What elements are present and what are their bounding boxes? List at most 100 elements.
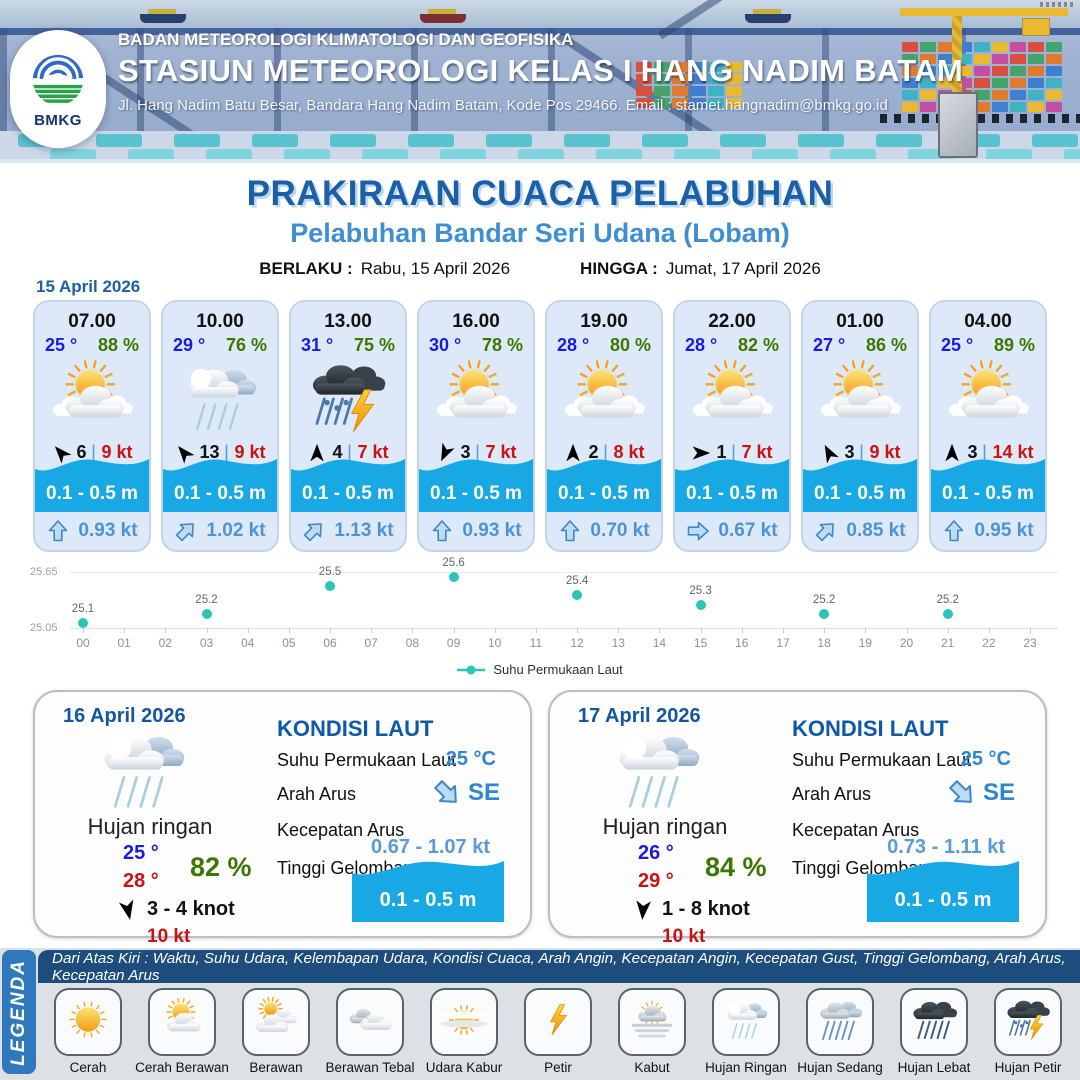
container-stack [902, 42, 918, 52]
legend-item: Petir [514, 988, 602, 1078]
y-tick-label: 25.65 [30, 566, 58, 578]
container-stack [1010, 102, 1026, 112]
legend-item-label: Kabut [634, 1060, 670, 1075]
x-tick-mark [288, 628, 290, 633]
container-stack [1028, 90, 1044, 100]
information-display [938, 92, 978, 158]
waiting-chair [96, 134, 142, 147]
current-speed: 0.95 kt [974, 520, 1034, 541]
weather-icon [35, 356, 149, 440]
bmkg-logo-icon [27, 49, 89, 111]
chart-point [572, 590, 583, 601]
wave-height-band: 0.1 - 0.5 m [803, 454, 917, 512]
weather-icon [87, 722, 197, 823]
chart-point [325, 581, 335, 591]
chart-plot-area: 25.65 25.05 00 01 02 03 04 05 06 07 08 09 10 11 12 13 14… [0, 556, 1080, 688]
wave-height-value: 0.1 - 0.5 m [430, 482, 522, 504]
container-stack [1028, 54, 1044, 64]
waiting-chair [564, 134, 610, 147]
sst-value: 25 °C [445, 748, 496, 770]
container-stack [902, 78, 918, 88]
dock-strip [880, 114, 1080, 123]
x-tick-mark [206, 628, 208, 633]
wind-speed: 6 [76, 442, 87, 462]
x-tick-label: 12 [570, 636, 584, 650]
port-name: Pelabuhan Bandar Seri Udana (Lobam) [290, 218, 790, 248]
port-illustration [0, 0, 1080, 163]
container-stack [1010, 54, 1026, 64]
temp-humidity-row: 28 ° 80 % [547, 333, 661, 356]
gust-speed: 8 kt [613, 442, 645, 462]
wind-speed: 13 [199, 442, 220, 462]
weather-icon [675, 356, 789, 440]
container-stack [1028, 102, 1044, 112]
x-tick-label: 02 [158, 636, 172, 650]
gust-speed: 7 kt [741, 442, 773, 462]
current-row: 0.70 kt [547, 512, 661, 550]
container-stack [992, 66, 1008, 76]
wave-height: 0.1 - 0.5 m [867, 879, 1019, 922]
chart-point-label: 25.1 [71, 603, 95, 616]
forecast-time: 19.00 [580, 311, 628, 332]
container-stack [690, 62, 706, 72]
container-stack [974, 102, 990, 112]
humidity-value: 75 % [353, 335, 395, 355]
x-tick-mark [700, 628, 702, 633]
x-tick-mark [371, 628, 373, 633]
wave-height: 0.1 - 0.5 m [352, 879, 504, 922]
container-stack [672, 62, 688, 72]
waiting-chair [128, 149, 174, 162]
chart-legend-label: Suhu Permukaan Laut [493, 662, 623, 677]
air-temperature: 29 ° [173, 335, 206, 355]
temp-humidity-row: 28 ° 82 % [675, 333, 789, 356]
wind-speed: 3 [844, 442, 855, 462]
wave-height: 0.1 - 0.5 m [803, 475, 917, 512]
temperature-max: 29 ° [638, 870, 674, 892]
x-tick-label: 23 [1023, 636, 1037, 650]
legend-item: Berawan [232, 988, 320, 1078]
wind-direction-icon [435, 442, 456, 463]
air-temperature: 30 ° [429, 335, 462, 355]
humidity-value: 82 % [190, 852, 252, 882]
wave-height-value: 0.1 - 0.5 m [302, 482, 394, 504]
container-stack [992, 102, 1008, 112]
current-row: 0.67 kt [675, 512, 789, 550]
waiting-chair [830, 149, 876, 162]
wave-height-value: 0.1 - 0.5 m [379, 889, 477, 911]
forecast-time: 10.00 [196, 311, 244, 332]
x-tick-mark [330, 628, 331, 633]
container-stack [1046, 42, 1062, 52]
legend-item-label: Cerah [69, 1060, 107, 1075]
wave-height: 0.1 - 0.5 m [163, 475, 277, 512]
legend-marker-icon [457, 665, 486, 674]
validity-row: BERLAKU : Rabu, 15 April 2026 HINGGA : Jum… [0, 259, 1080, 279]
x-tick-mark [741, 628, 743, 633]
x-tick-label: 14 [652, 636, 667, 650]
valid-from-value: Rabu, 15 April 2026 [360, 259, 511, 278]
chart-point-label: 25.5 [318, 566, 342, 578]
legend-item-label: Hujan Sedang [797, 1060, 883, 1075]
current-direction-value: SE [467, 779, 500, 806]
container-stack [956, 54, 972, 64]
wave-crest-icon [35, 459, 149, 476]
chart-point [78, 618, 88, 629]
forecast-time: 16.00 [452, 311, 500, 332]
separator: | [983, 442, 987, 462]
legend-note-bar: Dari Atas Kiri : Waktu, Suhu Udara, Kele… [38, 950, 1080, 984]
wave-height-value: 0.1 - 0.5 m [894, 889, 992, 911]
wave-height: 0.1 - 0.5 m [419, 475, 533, 512]
current-speed-value: 0.73 - 1.11 kt [887, 836, 1005, 858]
chart-point-label: 25.2 [195, 594, 218, 606]
wind-row: 6 | 9 kt [35, 442, 149, 464]
air-temperature: 25 ° [45, 335, 78, 355]
valid-from-label: BERLAKU : [259, 259, 353, 278]
container-stack [654, 98, 670, 108]
legend-item: Cerah [44, 988, 132, 1078]
container-stack [992, 90, 1008, 100]
x-tick-label: 10 [488, 636, 502, 650]
humidity-value: 84 % [705, 852, 767, 882]
humidity-value: 80 % [609, 335, 651, 355]
chart-point-label: 25.3 [689, 584, 712, 597]
x-axis-line [70, 628, 1058, 629]
chart-legend: Suhu Permukaan Laut [0, 662, 1080, 677]
